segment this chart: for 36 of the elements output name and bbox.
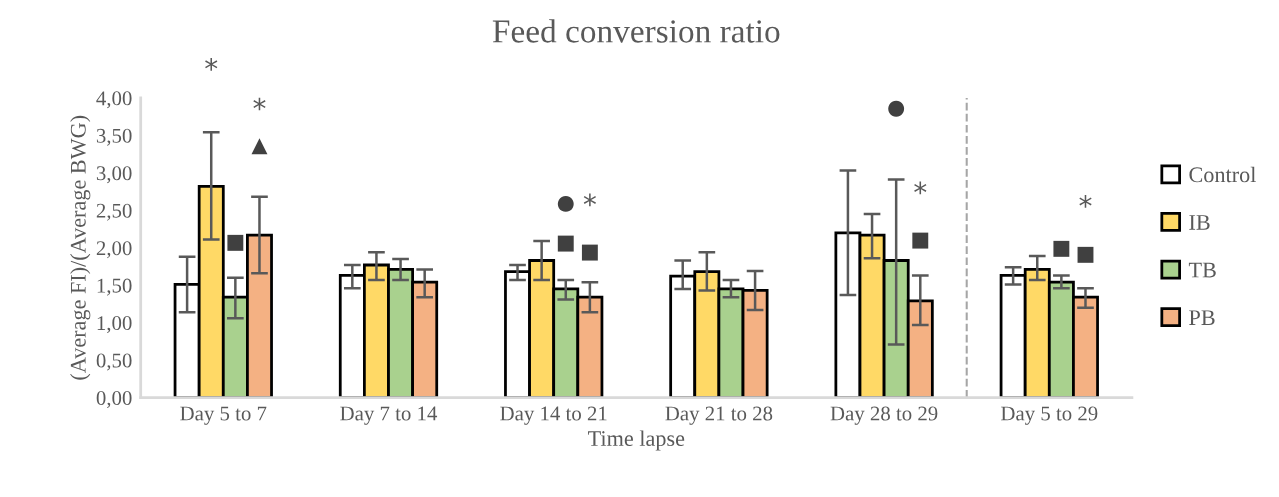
x-tick-label: Day 28 to 29 — [830, 406, 938, 425]
y-tick-label: 2,00 — [96, 241, 132, 259]
y-tick-label: 3,50 — [96, 128, 132, 146]
chart-title: Feed conversion ratio — [492, 19, 780, 43]
annotation: * — [253, 97, 266, 111]
y-tick-label: 0,00 — [96, 390, 132, 409]
annotation: ■ — [912, 232, 929, 249]
annotation: ● — [888, 100, 905, 117]
legend-label: Control — [1189, 166, 1256, 183]
y-axis-title: (Average FI)/(Average BWG) — [70, 115, 91, 380]
annotation: ● — [557, 195, 574, 212]
annotation: ■ — [581, 244, 598, 261]
annotation: ■ — [227, 234, 244, 251]
annotation: * — [583, 193, 596, 207]
y-tick-label: 3,00 — [96, 166, 132, 184]
y-tick-label: 4,00 — [96, 91, 132, 109]
annotation: * — [914, 181, 927, 195]
legend-label: PB — [1189, 310, 1215, 325]
y-tick-label: 1,00 — [97, 316, 132, 334]
legend-label: TB — [1188, 262, 1216, 278]
annotation: * — [1079, 195, 1092, 208]
x-axis-title: Time lapse — [588, 430, 685, 451]
legend-label: IB — [1189, 215, 1210, 230]
y-tick-label: 2,50 — [96, 203, 132, 221]
x-tick-label: Day 14 to 21 — [500, 406, 607, 425]
x-tick-label: Day 5 to 7 — [180, 406, 267, 425]
annotation: ■ — [1053, 240, 1070, 257]
annotation: ▲ — [251, 138, 268, 155]
y-tick-label: 1,50 — [97, 278, 132, 296]
y-tick-label: 0,50 — [96, 353, 132, 371]
x-tick-label: Day 21 to 28 — [665, 406, 773, 425]
x-tick-label: Day 7 to 14 — [340, 406, 438, 425]
x-tick-label: Day 5 to 29 — [1001, 406, 1098, 425]
annotation: ■ — [1077, 246, 1094, 263]
text: * — [205, 57, 218, 71]
annotation: ■ — [557, 235, 574, 252]
